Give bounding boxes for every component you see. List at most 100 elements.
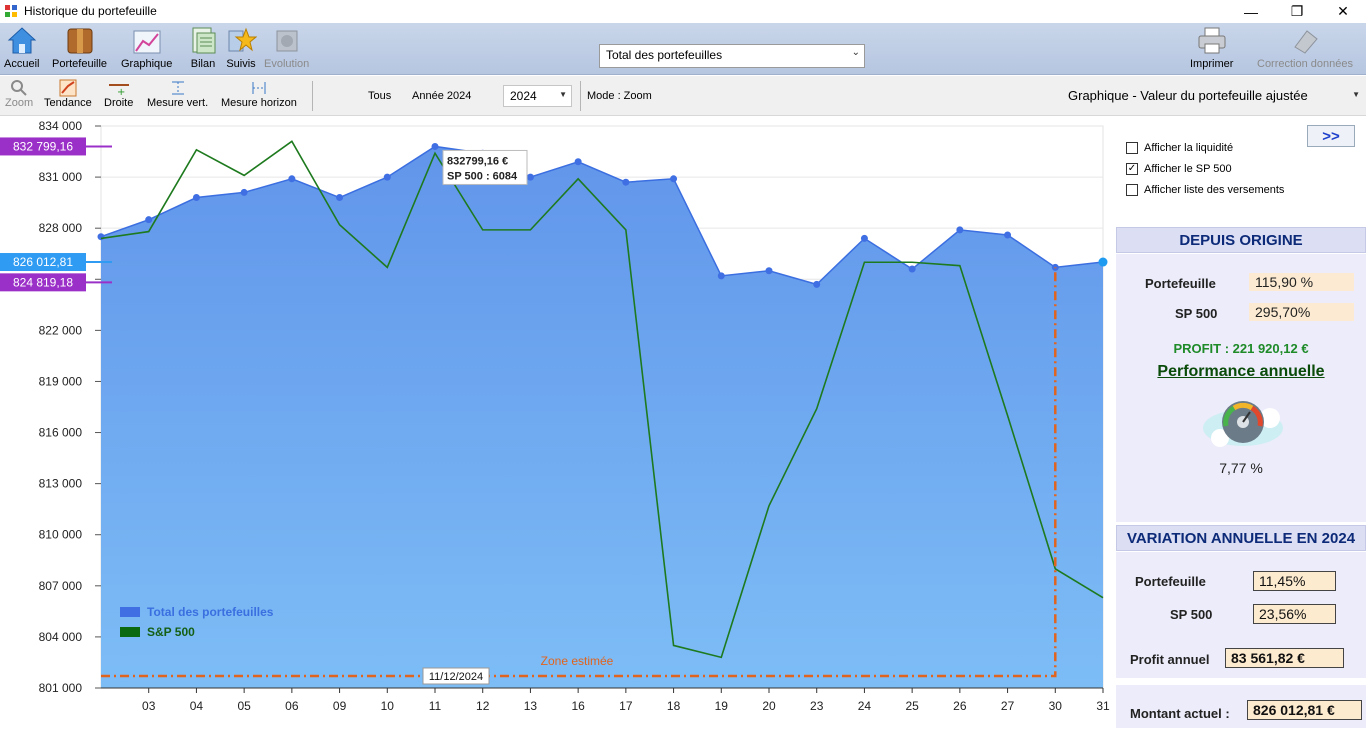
title-bar: Historique du portefeuille — ❐ ✕ — [0, 0, 1366, 23]
droite-button[interactable]: + Droite — [104, 79, 133, 109]
svg-text:+: + — [117, 87, 125, 97]
bilan-button[interactable]: Bilan — [186, 25, 220, 70]
year-select[interactable]: 2024 ▼ — [503, 85, 572, 107]
mesure-horizon-button[interactable]: Mesure horizon — [221, 79, 297, 109]
origin-section: Portefeuille 115,90 % SP 500 295,70% PRO… — [1116, 254, 1366, 522]
checkmark-icon: ✓ — [1126, 163, 1138, 175]
x-tick-label: 09 — [333, 699, 347, 713]
y-tick-label: 813 000 — [39, 477, 83, 491]
tooltip-value: 832799,16 € — [447, 155, 508, 167]
portfolio-point[interactable] — [1004, 231, 1012, 239]
line-tool-icon: + — [108, 79, 130, 97]
graphique-button[interactable]: Graphique — [121, 25, 172, 70]
app-icon — [5, 5, 17, 17]
value-marker-label: 824 819,18 — [13, 275, 73, 289]
portfolio-point[interactable] — [717, 272, 725, 280]
portfolio-point[interactable] — [383, 173, 391, 181]
window-title: Historique du portefeuille — [24, 4, 157, 18]
gauge-icon — [1198, 392, 1288, 452]
show-sp500-checkbox[interactable]: ✓ Afficher le SP 500 — [1126, 163, 1232, 175]
portfolio-point[interactable] — [622, 178, 630, 186]
expand-panel-button[interactable]: >> — [1307, 125, 1355, 147]
portfolio-point[interactable] — [908, 265, 916, 273]
portfolio-point[interactable] — [97, 233, 105, 241]
estimated-zone-line — [101, 267, 1057, 678]
current-amount-value: 826 012,81 € — [1247, 700, 1362, 720]
magnifier-icon — [10, 79, 28, 97]
y-tick-label: 804 000 — [39, 630, 83, 644]
portfolio-point[interactable] — [1051, 263, 1059, 271]
portfolio-point[interactable] — [813, 280, 821, 288]
value-marker-label: 826 012,81 — [13, 255, 73, 269]
portfolio-point[interactable] — [526, 173, 534, 181]
portefeuille-button[interactable]: Portefeuille — [52, 25, 107, 70]
portfolio-point[interactable] — [574, 158, 582, 166]
x-tick-label: 10 — [381, 699, 395, 713]
tous-option[interactable]: Tous — [368, 90, 392, 102]
document-icon — [186, 25, 220, 55]
zoom-button[interactable]: Zoom — [5, 79, 33, 109]
portfolio-point[interactable] — [240, 188, 248, 196]
minimize-button[interactable]: — — [1244, 3, 1258, 20]
portfolio-point[interactable] — [145, 216, 153, 224]
x-tick-label: 23 — [810, 699, 824, 713]
portfolio-line — [100, 145, 1104, 286]
current-amount-section: Montant actuel : 826 012,81 € — [1116, 685, 1366, 728]
home-icon — [5, 25, 39, 55]
legend-swatch — [120, 627, 140, 637]
sp500-origin-value: 295,70% — [1249, 303, 1354, 321]
sp500-annual-value: 23,56% — [1253, 604, 1336, 624]
zone-label: Zone estimée — [541, 654, 614, 668]
dropdown-arrow-icon: ▼ — [559, 90, 567, 99]
annee-option[interactable]: Année 2024 — [412, 90, 472, 102]
mode-label: Mode : Zoom — [587, 90, 652, 102]
portfolio-point[interactable] — [288, 175, 296, 183]
portfolio-point[interactable] — [765, 267, 773, 275]
show-liquidity-checkbox[interactable]: Afficher la liquidité — [1126, 142, 1233, 154]
annual-header: VARIATION ANNUELLE EN 2024 — [1116, 525, 1366, 551]
portfolio-point[interactable] — [336, 194, 344, 202]
trend-icon — [59, 79, 77, 97]
portfolio-point[interactable] — [431, 142, 439, 150]
x-tick-label: 31 — [1096, 699, 1110, 713]
mesure-vert-button[interactable]: Mesure vert. — [147, 79, 208, 109]
x-tick-label: 04 — [190, 699, 204, 713]
performance-title[interactable]: Performance annuelle — [1157, 363, 1325, 380]
imprimer-button[interactable]: Imprimer — [1190, 25, 1233, 70]
tendance-button[interactable]: Tendance — [44, 79, 92, 109]
x-tick-label: 19 — [715, 699, 729, 713]
suivis-button[interactable]: Suivis — [224, 25, 258, 70]
x-tick-label: 13 — [524, 699, 538, 713]
toolbar-separator — [312, 81, 313, 111]
portfolio-select[interactable]: Total des portefeuilles ⌄ — [599, 44, 865, 68]
maximize-button[interactable]: ❐ — [1290, 3, 1304, 19]
zone-date-box — [422, 667, 490, 685]
show-versements-checkbox[interactable]: Afficher liste des versements — [1126, 184, 1284, 196]
close-button[interactable]: ✕ — [1337, 3, 1349, 19]
correction-button[interactable]: Correction données — [1257, 25, 1353, 70]
y-tick-label: 819 000 — [39, 374, 83, 388]
graph-type-select[interactable]: Graphique - Valeur du portefeuille ajust… — [1062, 85, 1364, 107]
summary-panel: Afficher la liquidité ✓ Afficher le SP 50… — [1116, 117, 1366, 728]
portfolio-point[interactable] — [956, 226, 964, 234]
x-tick-label: 12 — [476, 699, 490, 713]
x-tick-label: 17 — [619, 699, 633, 713]
evolution-button[interactable]: Evolution — [264, 25, 309, 70]
y-tick-label: 828 000 — [39, 221, 83, 235]
portfolio-point[interactable] — [1098, 257, 1108, 267]
profit-annuel-value: 83 561,82 € — [1225, 648, 1344, 668]
x-tick-label: 16 — [571, 699, 585, 713]
portfolio-point[interactable] — [670, 175, 678, 183]
y-tick-label: 801 000 — [39, 681, 83, 695]
x-tick-label: 20 — [762, 699, 776, 713]
y-tick-label: 834 000 — [39, 119, 83, 133]
tooltip-sp500: SP 500 : 6084 — [447, 170, 518, 182]
portfolio-point[interactable] — [860, 234, 868, 242]
accueil-button[interactable]: Accueil — [4, 25, 39, 70]
y-tick-label: 816 000 — [39, 426, 83, 440]
x-tick-label: 18 — [667, 699, 681, 713]
portfolio-point[interactable] — [192, 194, 200, 202]
x-tick-label: 26 — [953, 699, 967, 713]
